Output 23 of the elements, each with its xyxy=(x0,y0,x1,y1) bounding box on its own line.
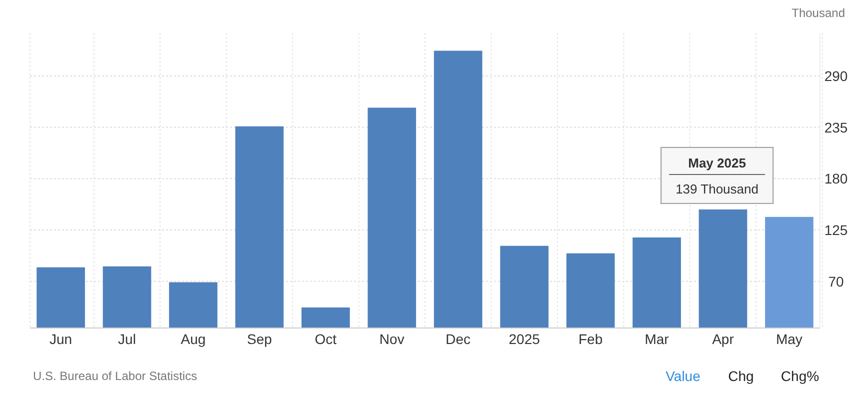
x-tick-label: Sep xyxy=(246,331,272,347)
text: Chg xyxy=(728,368,754,384)
x-tick-label: Mar xyxy=(644,331,670,347)
text: Value xyxy=(666,368,701,384)
x-tick-label: Feb xyxy=(578,331,603,347)
x-tick-label: Jun xyxy=(50,331,72,347)
y-tick-label: 180 xyxy=(824,170,848,187)
x-tick-label: Jul xyxy=(118,331,136,347)
text: U.S. Bureau of Labor Statistics xyxy=(33,369,198,383)
y-axis-title: Thousand xyxy=(792,6,845,20)
x-tick-label: Oct xyxy=(314,331,337,347)
y-tick-label: 290 xyxy=(824,68,848,84)
y-tick-label: 235 xyxy=(824,119,848,136)
x-tick-label: 2025 xyxy=(508,331,540,347)
x-tick-label: Nov xyxy=(379,331,404,347)
x-tick-label: Apr xyxy=(712,331,734,347)
y-tick-label: 70 xyxy=(828,273,844,290)
x-tick-label: May xyxy=(776,331,802,347)
x-tick-label: Dec xyxy=(446,331,471,347)
x-tick-label: Aug xyxy=(180,331,206,347)
text: Chg% xyxy=(780,368,820,384)
annotation: May 2025 139 Thousand xyxy=(676,155,758,196)
y-tick-label: 125 xyxy=(824,222,848,238)
